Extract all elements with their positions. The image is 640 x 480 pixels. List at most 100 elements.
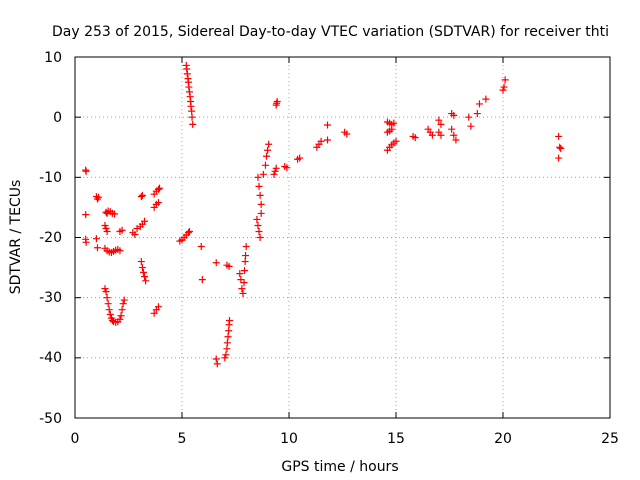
data-points	[82, 61, 565, 368]
data-point	[102, 224, 110, 232]
data-point	[138, 191, 146, 199]
data-point	[150, 309, 158, 317]
data-point	[241, 258, 249, 266]
data-point	[238, 285, 246, 293]
data-point	[102, 288, 110, 296]
data-point	[225, 262, 233, 270]
data-point	[101, 285, 109, 293]
data-point	[106, 311, 114, 319]
data-point	[93, 244, 101, 252]
y-axis-label: SDTVAR / TECUs	[8, 180, 24, 295]
data-point	[411, 134, 419, 142]
data-point	[118, 226, 126, 234]
x-axis-label: GPS time / hours	[281, 459, 398, 475]
gridlines	[75, 57, 610, 418]
x-tick-label: 0	[71, 431, 80, 447]
data-point	[116, 315, 124, 323]
data-point	[257, 209, 265, 217]
data-point	[448, 125, 456, 133]
data-point	[154, 303, 162, 311]
x-tick-labels: 0 5 10 15 20 25	[71, 431, 619, 447]
y-tick-label: -40	[39, 350, 62, 366]
data-point	[137, 258, 145, 266]
data-point	[212, 355, 220, 363]
data-point	[283, 164, 291, 172]
data-point	[272, 164, 280, 172]
data-point	[95, 193, 103, 201]
data-point	[133, 224, 141, 232]
y-tick-label: -10	[39, 170, 62, 186]
data-point	[254, 221, 262, 229]
data-point	[116, 247, 124, 255]
data-point	[198, 276, 206, 284]
data-point	[189, 120, 197, 128]
data-point	[82, 211, 90, 219]
data-point	[499, 86, 507, 94]
data-point	[317, 137, 325, 145]
data-point	[475, 100, 483, 108]
x-tick-label: 5	[178, 431, 187, 447]
data-point	[271, 167, 279, 175]
data-point	[240, 267, 248, 275]
data-point	[185, 227, 193, 235]
data-point	[185, 88, 193, 96]
data-point	[482, 95, 490, 103]
data-point	[212, 259, 220, 267]
data-point	[242, 252, 250, 260]
data-point	[239, 289, 247, 297]
data-point	[141, 273, 149, 281]
x-tick-label: 20	[494, 431, 512, 447]
data-point	[556, 143, 564, 151]
data-point	[263, 152, 271, 160]
data-point	[223, 345, 231, 353]
data-point	[138, 264, 146, 272]
data-point	[187, 102, 195, 110]
data-point	[324, 136, 332, 144]
data-point	[273, 98, 281, 106]
data-point	[255, 182, 263, 190]
y-tick-label: -20	[39, 230, 62, 246]
data-point	[188, 113, 196, 121]
data-point	[222, 351, 230, 359]
data-point	[555, 132, 563, 140]
data-point	[154, 185, 162, 193]
data-point	[223, 339, 231, 347]
data-point	[236, 270, 244, 278]
data-point	[131, 230, 139, 238]
data-point	[183, 70, 191, 78]
data-point	[141, 217, 149, 225]
data-point	[450, 131, 458, 139]
y-tick-label: -50	[39, 411, 62, 427]
y-tick-labels: 10 0 -10 -20 -30 -40 -50	[39, 50, 62, 427]
data-point	[343, 130, 351, 138]
chart-title: Day 253 of 2015, Sidereal Day-to-day VTE…	[52, 24, 609, 40]
data-point	[473, 110, 481, 118]
data-point	[104, 300, 112, 308]
plot-frame	[74, 56, 611, 419]
data-point	[324, 121, 332, 129]
data-point	[467, 122, 475, 130]
data-point	[450, 111, 458, 119]
data-point	[428, 131, 436, 139]
data-point	[225, 327, 233, 335]
data-point	[226, 317, 234, 325]
data-point	[256, 234, 264, 241]
data-point	[242, 243, 250, 251]
data-point	[111, 210, 119, 218]
data-point	[82, 238, 90, 246]
data-point	[253, 215, 261, 223]
data-point	[103, 227, 111, 235]
data-point	[105, 306, 113, 314]
data-point	[117, 312, 125, 320]
data-point	[103, 294, 111, 302]
data-point	[139, 268, 147, 276]
data-point	[435, 116, 443, 124]
data-point	[118, 306, 126, 314]
data-point	[254, 173, 262, 181]
data-point	[270, 170, 278, 178]
data-point	[156, 184, 164, 192]
y-tick-label: -30	[39, 290, 62, 306]
data-point	[221, 354, 229, 362]
data-point	[465, 113, 473, 121]
